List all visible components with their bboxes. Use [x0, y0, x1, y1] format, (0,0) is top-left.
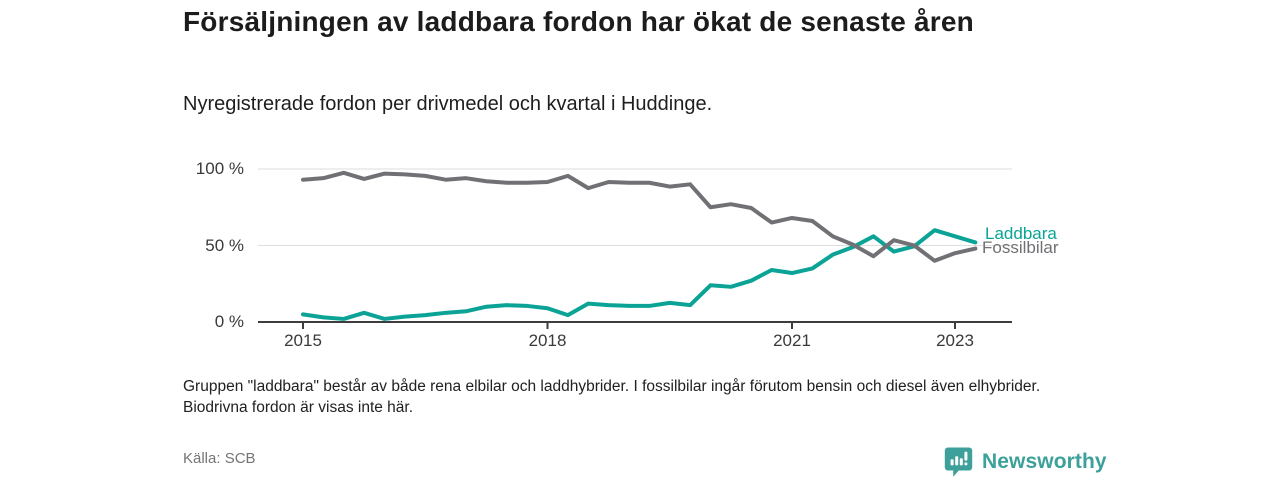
newsworthy-wordmark: Newsworthy: [982, 450, 1107, 473]
chart-subtitle: Nyregistrerade fordon per drivmedel och …: [183, 93, 713, 115]
chart-footnote: Gruppen "laddbara" består av både rena e…: [183, 378, 1041, 416]
bar-chart-speech-bubble-icon: [944, 446, 974, 478]
chart-title: Försäljningen av laddbara fordon har öka…: [183, 6, 974, 37]
source-note: Källa: SCB: [183, 450, 256, 467]
newsworthy-branding: Newsworthy: [944, 446, 1107, 478]
series-line-laddbara: [301, 228, 978, 321]
series-line-fossilbilar: [301, 170, 978, 263]
